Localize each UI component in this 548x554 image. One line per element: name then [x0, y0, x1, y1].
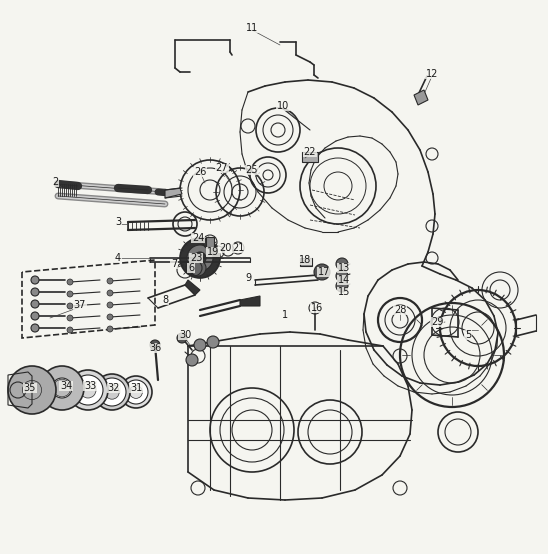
Text: 37: 37 [74, 300, 86, 310]
Circle shape [22, 381, 42, 399]
Polygon shape [240, 296, 260, 306]
Circle shape [194, 252, 206, 264]
Circle shape [94, 374, 130, 410]
Text: 16: 16 [311, 303, 323, 313]
Text: 19: 19 [207, 247, 219, 257]
Circle shape [336, 270, 348, 282]
Text: 24: 24 [192, 233, 204, 243]
Circle shape [67, 327, 73, 333]
Text: 35: 35 [24, 383, 36, 393]
Circle shape [67, 279, 73, 285]
Polygon shape [206, 237, 214, 247]
Text: 26: 26 [194, 167, 206, 177]
Circle shape [186, 354, 198, 366]
Circle shape [80, 382, 96, 398]
Circle shape [31, 324, 39, 332]
Circle shape [52, 378, 72, 398]
Polygon shape [300, 258, 312, 266]
Text: 21: 21 [232, 243, 244, 253]
Circle shape [336, 258, 348, 270]
Polygon shape [165, 188, 182, 198]
Text: 14: 14 [338, 275, 350, 285]
Text: 36: 36 [149, 343, 161, 353]
Text: 10: 10 [277, 101, 289, 111]
Circle shape [177, 333, 187, 343]
Text: 22: 22 [304, 147, 316, 157]
Circle shape [107, 326, 113, 332]
Circle shape [180, 238, 220, 278]
Text: 25: 25 [246, 165, 258, 175]
Polygon shape [414, 90, 428, 105]
Circle shape [107, 314, 113, 320]
Circle shape [31, 312, 39, 320]
Text: 11: 11 [246, 23, 258, 33]
Text: 7: 7 [171, 259, 177, 269]
Text: 17: 17 [318, 267, 330, 277]
Circle shape [98, 378, 126, 406]
Circle shape [124, 380, 148, 404]
Circle shape [314, 264, 330, 280]
Text: 30: 30 [179, 330, 191, 340]
Circle shape [31, 288, 39, 296]
Circle shape [190, 260, 206, 276]
Circle shape [26, 384, 38, 396]
Text: 20: 20 [219, 243, 231, 253]
Text: 18: 18 [299, 255, 311, 265]
Circle shape [207, 336, 219, 348]
Text: 13: 13 [338, 263, 350, 273]
Text: 4: 4 [115, 253, 121, 263]
Circle shape [107, 302, 113, 308]
Circle shape [336, 280, 348, 292]
Circle shape [107, 290, 113, 296]
Circle shape [67, 315, 73, 321]
Circle shape [107, 278, 113, 284]
Text: 6: 6 [188, 263, 194, 273]
Text: 23: 23 [190, 253, 202, 263]
Circle shape [67, 303, 73, 309]
Circle shape [68, 370, 108, 410]
Text: 28: 28 [394, 305, 406, 315]
Circle shape [194, 339, 206, 351]
Text: 2: 2 [52, 177, 58, 187]
Text: 3: 3 [115, 217, 121, 227]
Circle shape [150, 340, 160, 350]
Circle shape [67, 291, 73, 297]
Circle shape [187, 245, 213, 271]
Circle shape [129, 386, 142, 398]
Text: 5: 5 [465, 330, 471, 340]
Text: 34: 34 [60, 381, 72, 391]
Circle shape [31, 276, 39, 284]
Text: 9: 9 [245, 273, 251, 283]
Polygon shape [185, 280, 200, 295]
Circle shape [73, 375, 103, 405]
Polygon shape [302, 152, 318, 162]
Text: 31: 31 [130, 383, 142, 393]
Text: 32: 32 [108, 383, 120, 393]
Circle shape [40, 366, 84, 410]
Text: 1: 1 [282, 310, 288, 320]
Text: 27: 27 [216, 163, 229, 173]
Circle shape [120, 376, 152, 408]
Circle shape [31, 300, 39, 308]
Text: 12: 12 [426, 69, 438, 79]
Circle shape [105, 385, 119, 399]
Circle shape [53, 379, 71, 397]
Text: 8: 8 [162, 295, 168, 305]
Circle shape [8, 366, 56, 414]
Text: 33: 33 [84, 381, 96, 391]
Text: 15: 15 [338, 287, 350, 297]
Text: 29: 29 [431, 317, 443, 327]
